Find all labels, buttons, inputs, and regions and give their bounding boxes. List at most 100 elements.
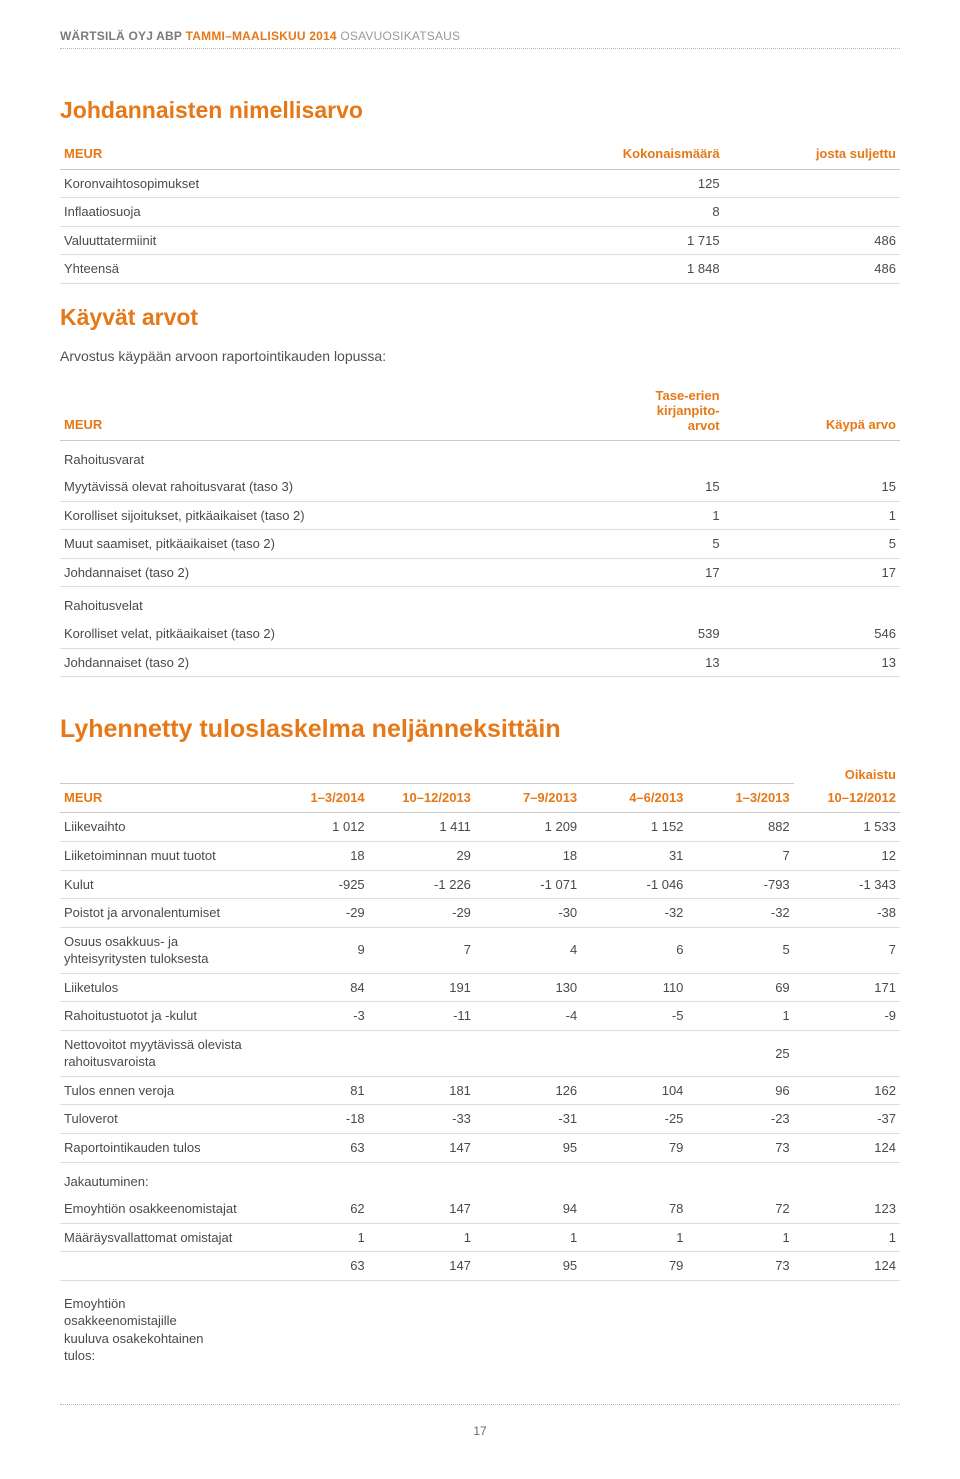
cell: -31: [475, 1105, 581, 1134]
th: Käypä arvo: [724, 384, 900, 440]
cell: [581, 1030, 687, 1076]
cell: 69: [687, 973, 793, 1002]
th: 10–12/2012: [794, 783, 900, 813]
cell: 18: [475, 841, 581, 870]
table-fairvalues: MEUR Tase-erien kirjanpito- arvot Käypä …: [60, 384, 900, 677]
cell: -37: [794, 1105, 900, 1134]
cell: 1: [724, 501, 900, 530]
th: 7–9/2013: [475, 783, 581, 813]
cell: 18: [262, 841, 368, 870]
cell: -18: [262, 1105, 368, 1134]
th-sup: Oikaistu: [794, 761, 900, 784]
cell: 15: [724, 473, 900, 501]
section-title-fairvalues: Käyvät arvot: [60, 302, 900, 333]
header-doctype: OSAVUOSIKATSAUS: [340, 29, 460, 43]
th: Kokonaismäärä: [547, 140, 723, 169]
table-row: 63147957973124: [60, 1252, 900, 1281]
table-row: Johdannaiset (taso 2) 13 13: [60, 648, 900, 677]
cell: 130: [475, 973, 581, 1002]
cell: 62: [262, 1195, 368, 1223]
cell: 12: [794, 841, 900, 870]
cell: -5: [581, 1002, 687, 1031]
cell: [794, 1030, 900, 1076]
th: 1–3/2014: [262, 783, 368, 813]
th: MEUR: [60, 384, 547, 440]
table-row: Poistot ja arvonalentumiset-29-29-30-32-…: [60, 899, 900, 928]
th: Tase-erien kirjanpito- arvot: [547, 384, 723, 440]
cell: 162: [794, 1076, 900, 1105]
cell: -9: [794, 1002, 900, 1031]
cell: -1 343: [794, 870, 900, 899]
cell: 125: [547, 169, 723, 198]
cell: Inflaatiosuoja: [60, 198, 547, 227]
cell: [724, 169, 900, 198]
th: MEUR: [60, 783, 262, 813]
table-row: Emoyhtiön osakkeenomistajat6214794787212…: [60, 1195, 900, 1223]
cell: 1: [475, 1223, 581, 1252]
table-row: Myytävissä olevat rahoitusvarat (taso 3)…: [60, 473, 900, 501]
table-row: Tuloverot-18-33-31-25-23-37: [60, 1105, 900, 1134]
cell: Liikevaihto: [60, 813, 262, 842]
cell: 1: [262, 1223, 368, 1252]
cell: -29: [369, 899, 475, 928]
cell: Myytävissä olevat rahoitusvarat (taso 3): [60, 473, 547, 501]
cell: 1: [687, 1002, 793, 1031]
cell: 96: [687, 1076, 793, 1105]
table-row: Inflaatiosuoja 8: [60, 198, 900, 227]
table-row: Liikevaihto1 0121 4111 2091 1528821 533: [60, 813, 900, 842]
cell: 5: [547, 530, 723, 559]
cell: 81: [262, 1076, 368, 1105]
cell: -32: [687, 899, 793, 928]
cell: 72: [687, 1195, 793, 1223]
cell: 1 209: [475, 813, 581, 842]
cell: 191: [369, 973, 475, 1002]
cell: 5: [724, 530, 900, 559]
cell: 7: [687, 841, 793, 870]
cell: Johdannaiset (taso 2): [60, 648, 547, 677]
cell: Yhteensä: [60, 255, 547, 284]
cell: Tuloverot: [60, 1105, 262, 1134]
cell: 8: [547, 198, 723, 227]
cell: Koronvaihtosopimukset: [60, 169, 547, 198]
cell: 1 411: [369, 813, 475, 842]
section-title-quarterly: Lyhennetty tuloslaskelma neljänneksittäi…: [60, 713, 900, 747]
cell: 13: [724, 648, 900, 677]
cell: -1 046: [581, 870, 687, 899]
table-row: Liiketoiminnan muut tuotot18291831712: [60, 841, 900, 870]
cell: 1 012: [262, 813, 368, 842]
cell: 539: [547, 620, 723, 648]
table-nominal: MEUR Kokonaismäärä josta suljettu Koronv…: [60, 140, 900, 284]
cell: 13: [547, 648, 723, 677]
cell: 147: [369, 1252, 475, 1281]
th: MEUR: [60, 140, 547, 169]
table-quarterly: Oikaistu MEUR 1–3/2014 10–12/2013 7–9/20…: [60, 761, 900, 1370]
cell: 25: [687, 1030, 793, 1076]
cell: -925: [262, 870, 368, 899]
cell: [60, 1252, 262, 1281]
cell: Tulos ennen veroja: [60, 1076, 262, 1105]
cell: 15: [547, 473, 723, 501]
cell: [724, 198, 900, 227]
table-row: Tulos ennen veroja8118112610496162: [60, 1076, 900, 1105]
cell: 123: [794, 1195, 900, 1223]
cell: 17: [724, 558, 900, 587]
divider-top: [60, 48, 900, 49]
cell: [369, 1030, 475, 1076]
cell: 29: [369, 841, 475, 870]
table-subhead: Rahoitusvelat: [60, 587, 900, 620]
table-row: Korolliset velat, pitkäaikaiset (taso 2)…: [60, 620, 900, 648]
cell: 95: [475, 1134, 581, 1163]
table-row: Raportointikauden tulos63147957973124: [60, 1134, 900, 1163]
cell: 4: [475, 927, 581, 973]
cell: 124: [794, 1134, 900, 1163]
cell: -25: [581, 1105, 687, 1134]
table-subhead: Jakautuminen:: [60, 1162, 900, 1195]
header-brand: WÄRTSILÄ OYJ ABP: [60, 29, 182, 43]
cell: Jakautuminen:: [60, 1162, 262, 1195]
table-row: Muut saamiset, pitkäaikaiset (taso 2) 5 …: [60, 530, 900, 559]
cell: 124: [794, 1252, 900, 1281]
cell: -1 071: [475, 870, 581, 899]
th: 4–6/2013: [581, 783, 687, 813]
cell: -1 226: [369, 870, 475, 899]
header-period: TAMMI–MAALISKUU 2014: [186, 29, 337, 43]
